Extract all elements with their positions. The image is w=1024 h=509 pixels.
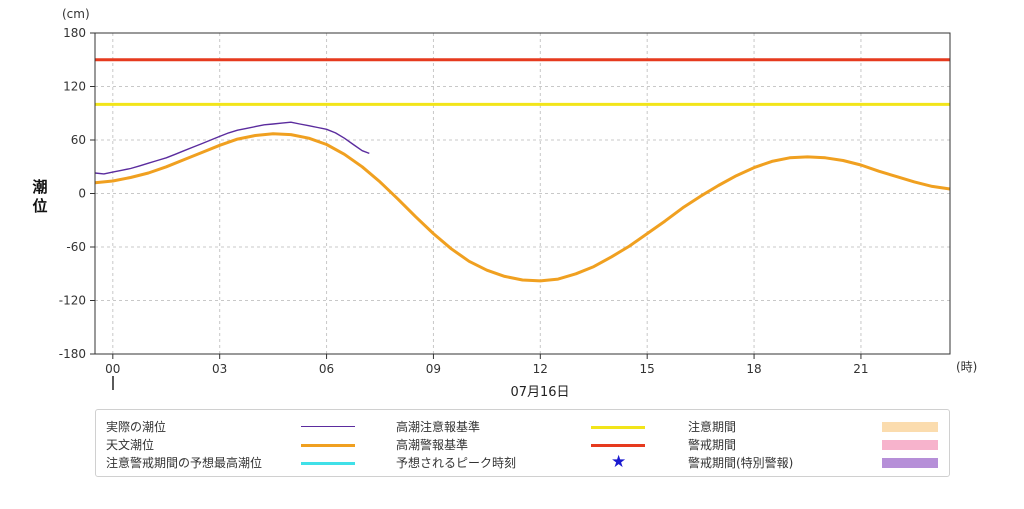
y-tick-label: -180 xyxy=(59,347,86,361)
reference-lines xyxy=(95,58,950,106)
legend-swatch-line xyxy=(301,444,355,447)
date-label: 07月16日 xyxy=(510,385,569,400)
legend: 実際の潮位天文潮位注意警戒期間の予想最高潮位 高潮注意報基準 高潮警報基準予想される… xyxy=(95,409,950,477)
x-tick-label: 06 xyxy=(319,362,334,376)
legend-label: 予想されるピーク時刻 xyxy=(396,456,517,470)
y-tick-label: 180 xyxy=(63,26,86,40)
legend-star-icon: ★ xyxy=(611,452,627,472)
y-tick-label: 0 xyxy=(78,187,86,201)
legend-swatch-box xyxy=(882,440,938,450)
x-tick-label: 09 xyxy=(426,362,441,376)
legend-swatch-line xyxy=(301,426,355,427)
y-tick-label: 60 xyxy=(71,133,86,147)
y-tick-label: 120 xyxy=(63,80,86,94)
x-unit-label: (時) xyxy=(956,360,977,374)
x-tick-label: 12 xyxy=(533,362,548,376)
legend-label: 警戒期間 xyxy=(688,438,737,452)
legend-swatch-line xyxy=(591,426,645,429)
legend-label: 天文潮位 xyxy=(106,438,155,452)
x-tick-label: 03 xyxy=(212,362,227,376)
grid-lines xyxy=(95,33,950,354)
legend-label: 警戒期間(特別警報) xyxy=(688,456,794,470)
y-unit-label: (cm) xyxy=(62,7,90,21)
x-tick-label: 21 xyxy=(853,362,868,376)
x-tick-label: 18 xyxy=(746,362,761,376)
series-observed-line xyxy=(94,121,370,175)
legend-swatch-box xyxy=(882,422,938,432)
x-tick-label: 15 xyxy=(640,362,655,376)
legend-label: 高潮注意報基準 xyxy=(396,420,481,434)
x-tick-labels: 00 03 06 09 12 15 18 21 xyxy=(105,354,869,376)
y-tick-labels: 180 120 60 0 -60 -120 -180 xyxy=(59,26,95,361)
series-astronomical-line xyxy=(94,132,951,283)
legend-label: 高潮警報基準 xyxy=(396,438,469,452)
legend-swatch-line xyxy=(591,444,645,447)
legend-swatch-line xyxy=(301,462,355,465)
legend-label: 注意期間 xyxy=(688,420,737,434)
y-tick-label: -60 xyxy=(66,240,86,254)
y-tick-label: -120 xyxy=(59,294,86,308)
legend-swatch-box xyxy=(882,458,938,468)
series-lines xyxy=(94,121,951,283)
legend-label: 注意警戒期間の予想最高潮位 xyxy=(106,456,263,470)
y-axis-label: 潮位 xyxy=(32,178,47,215)
x-tick-label: 00 xyxy=(105,362,120,376)
legend-label: 実際の潮位 xyxy=(106,420,167,434)
tide-chart: 180 120 60 0 -60 -120 -180 00 03 06 09 12 15 18 21 (c… xyxy=(32,7,977,400)
